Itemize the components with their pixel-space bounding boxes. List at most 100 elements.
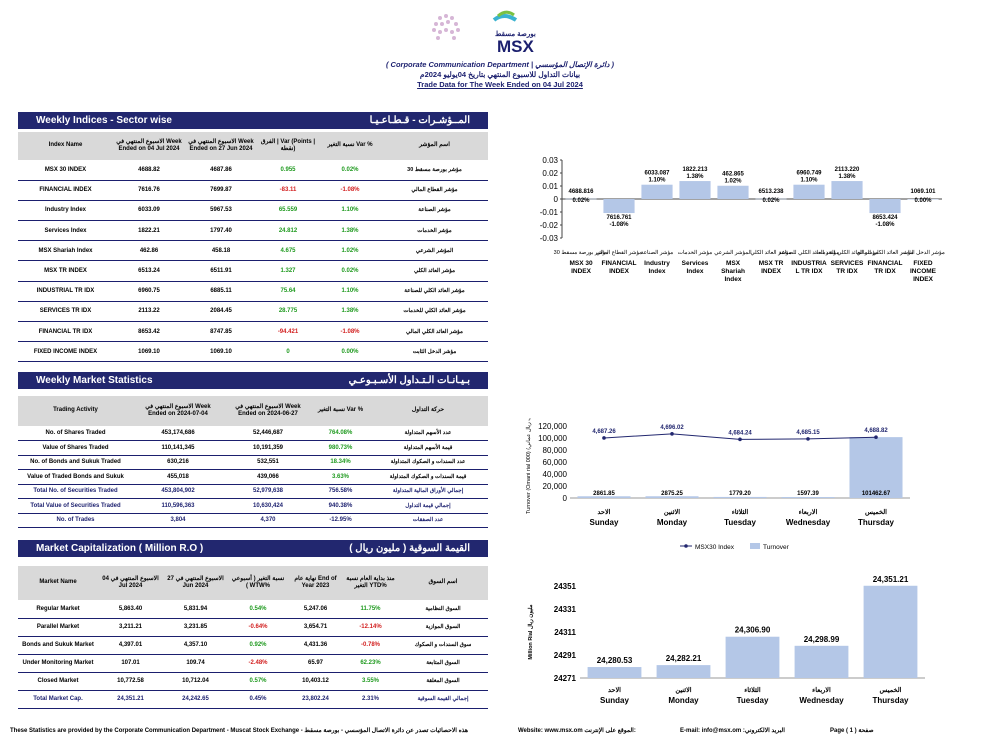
footer-website[interactable]: Website: www.msx.om الموقع على الإنترنت:	[518, 728, 636, 734]
index-label: 4,696.02	[660, 425, 684, 431]
x-tick-label: Sunday	[600, 696, 629, 705]
stat-name-ar: عدد السندات و الصكوك المتداولة	[368, 455, 488, 470]
y-tick-label: 20,000	[543, 482, 568, 491]
market-cap-label: 24,298.99	[804, 635, 840, 644]
index-name: INDUSTRIAL TR IDX	[18, 281, 113, 302]
cap-table: Market Name الاسبوع المنتهي في 04 Jul 20…	[18, 566, 488, 709]
indices-section-bar: Weekly Indices - Sector wise المــؤشـرات…	[18, 112, 488, 129]
cap-wtw: -0.64%	[228, 618, 288, 637]
cap-cur: 107.01	[98, 654, 163, 673]
bar	[565, 198, 597, 200]
data-label-value: 6960.749	[796, 171, 822, 177]
msx-logo-icon	[492, 10, 518, 22]
x-tick-label: Wednesday	[799, 696, 844, 705]
turnover-label: 1597.39	[797, 491, 819, 497]
cap-eoy: 4,431.36	[288, 636, 343, 655]
indices-row: FINANCIAL TR IDX 8653.42 8747.85 -94.421 -1.…	[18, 321, 488, 343]
index-pct: -1.08%	[319, 321, 381, 343]
y-tick-label: 100,000	[538, 434, 567, 443]
turnover-chart: 120,000 100,000 80,000 60,000 40,000 20,000 0 T…	[525, 418, 910, 551]
cap-eoy: 23,802.24	[288, 690, 343, 709]
index-cur: 1069.10	[113, 341, 185, 363]
cap-cur: 4,397.01	[98, 636, 163, 655]
cap-row: Under Monitoring Market 107.01 109.74 -2.48…	[18, 654, 488, 673]
cap-row: Closed Market 10,772.58 10,712.04 0.57% 10,4…	[18, 672, 488, 691]
index-name-ar: المؤشر الشرعي	[381, 240, 488, 262]
x-tick-label: MSX	[726, 260, 741, 267]
cap-eoy: 3,654.71	[288, 618, 343, 637]
x-tick-label-ar: مؤشر العائد الكلي	[750, 249, 791, 256]
stat-pct: 764.08%	[313, 426, 368, 441]
x-tick-label-ar: الاحد	[598, 508, 611, 516]
x-tick-label: INDEX	[571, 268, 592, 275]
index-cur: 6033.09	[113, 200, 185, 222]
footer-page: Page ( 1 ) صفحة	[830, 728, 874, 734]
cap-ytd: -0.78%	[343, 636, 398, 655]
department-line: ( Corporate Communication Department | د…	[385, 60, 615, 69]
data-label-pct: 0.02%	[572, 198, 590, 204]
cap-ytd: 3.55%	[343, 672, 398, 691]
english-title: Trade Data for The Week Ended on 04 Jul …	[417, 80, 583, 89]
turnover-label: 1779.20	[729, 491, 751, 497]
cap-cur: 24,351.21	[98, 690, 163, 709]
index-point	[874, 435, 878, 440]
stat-prev: 52,979,638	[223, 484, 313, 499]
footer-email[interactable]: E-mail: info@msx.om :البريد الالكتروني	[680, 728, 785, 734]
stat-cur: 630,216	[133, 455, 223, 470]
stat-name-ar: قيمة الأسهم المتداولة	[368, 440, 488, 456]
data-label-pct: 1.10%	[648, 178, 666, 184]
col-cap-prev: الاسبوع المنتهي في 27 Jun 2024	[163, 566, 228, 600]
index-var: -94.421	[257, 321, 319, 343]
indices-row: SERVICES TR IDX 2113.22 2084.45 28.775 1.38%…	[18, 301, 488, 323]
stat-name: Total No. of Securities Traded	[18, 484, 133, 499]
index-name-ar: مؤشر الصناعة	[381, 200, 488, 222]
x-tick-label: Shariah	[721, 268, 745, 275]
indices-row: Services Index 1822.21 1797.40 24.812 1.38% م…	[18, 220, 488, 242]
x-tick-label-ar: مؤشر العائد الكلي للصناعة	[779, 249, 839, 256]
stat-name: Value of Traded Bonds and Sukuk	[18, 469, 133, 485]
x-tick-label: FINANCIAL	[601, 260, 636, 267]
index-point	[670, 432, 674, 436]
y-tick-label: 0	[563, 494, 568, 503]
data-label-pct: 1.10%	[800, 178, 818, 184]
turnover-label: 2875.25	[661, 491, 683, 497]
index-var: 4.675	[257, 240, 319, 262]
index-cur: 4688.82	[113, 160, 185, 181]
market-cap-label: 24,282.21	[666, 654, 702, 663]
msx-logo	[480, 6, 530, 56]
bar	[869, 199, 901, 214]
data-label-value: 1822.213	[682, 167, 708, 173]
y-tick-label: 80,000	[543, 446, 568, 455]
stat-name-ar: عدد الأسهم المتداولة	[368, 426, 488, 441]
x-tick-label-ar: الاثنين	[664, 508, 680, 516]
stat-prev: 10,630,424	[223, 498, 313, 514]
cap-name-ar: السوق الموازية	[398, 618, 488, 637]
index-pct: 1.38%	[319, 301, 381, 323]
stats-row: Total No. of Securities Traded 453,804,90…	[18, 484, 488, 499]
index-pct: 1.10%	[319, 281, 381, 302]
cap-prev: 5,831.94	[163, 600, 228, 619]
y-tick-label: 24311	[554, 628, 576, 637]
x-tick-label: INDUSTRIA	[791, 260, 827, 267]
data-label-pct: -1.08%	[609, 222, 629, 228]
market-cap-bar	[587, 667, 642, 678]
index-name-ar: مؤشر العائد الكلي	[381, 260, 488, 282]
col-stats-pct: نسبة التغير Var %	[313, 396, 368, 426]
index-name: SERVICES TR IDX	[18, 301, 113, 323]
data-label-value: 6513.238	[758, 189, 784, 195]
x-tick-label-ar: الاربعاء	[812, 686, 831, 694]
x-tick-label: Tuesday	[737, 696, 769, 705]
data-label-value: 6033.087	[644, 171, 670, 177]
y-tick-label: 0.03	[542, 156, 558, 165]
cap-cur: 5,863.40	[98, 600, 163, 619]
index-prev: 1069.10	[185, 341, 257, 363]
cap-prev: 4,357.10	[163, 636, 228, 655]
stat-cur: 453,804,902	[133, 484, 223, 499]
col-cap-cur: الاسبوع المنتهي في 04 Jul 2024	[98, 566, 163, 600]
x-tick-label: FINANCIAL	[867, 260, 902, 267]
bar	[793, 184, 825, 199]
cap-row: Bonds and Sukuk Market 4,397.01 4,357.10 0.…	[18, 636, 488, 655]
stats-row: Total Value of Securities Traded 110,596,…	[18, 498, 488, 514]
cap-name-ar: السوق المتابعة	[398, 654, 488, 673]
index-name: FIXED INCOME INDEX	[18, 341, 113, 363]
